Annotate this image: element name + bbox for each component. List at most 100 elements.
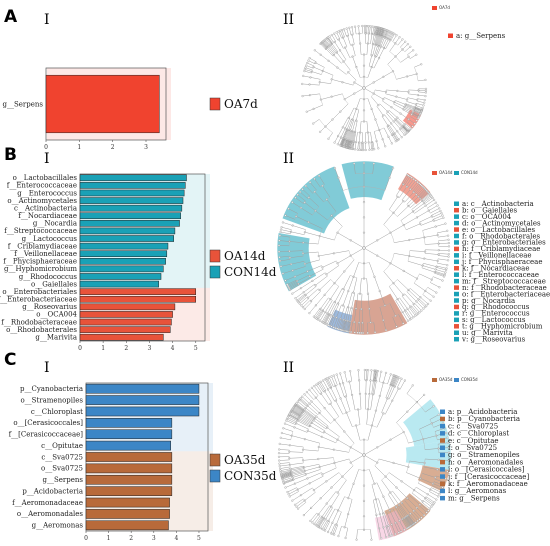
tree-branch	[297, 420, 310, 428]
tree-branch	[382, 100, 392, 108]
tree-branch	[406, 194, 417, 205]
tree-branch	[311, 71, 322, 75]
tree-arc	[424, 496, 427, 500]
tree-branch	[367, 293, 370, 309]
tree-branch	[307, 265, 322, 272]
tree-branch	[412, 113, 419, 118]
tree-node	[420, 516, 423, 519]
taxa-swatch	[454, 253, 459, 258]
tree-arc	[387, 64, 397, 80]
tree-branch	[289, 444, 304, 448]
tree-branch	[336, 374, 341, 385]
tree-arc	[329, 45, 330, 47]
tree-branch	[340, 103, 349, 112]
tree-branch	[397, 205, 409, 217]
tree-branch	[319, 462, 335, 468]
tree-branch	[355, 293, 359, 309]
taxa-swatch	[440, 467, 445, 472]
tree-arc	[407, 250, 411, 262]
tree-branch	[418, 190, 427, 198]
tree-branch	[351, 292, 355, 308]
tree-branch	[293, 407, 303, 414]
tree-branch	[327, 37, 333, 44]
tree-arc	[429, 487, 432, 492]
taxa-label: f: o__Rhodobacterales	[462, 232, 541, 240]
tree-branch	[344, 259, 355, 272]
tree-branch	[395, 300, 403, 313]
tree-node	[353, 331, 356, 334]
tree-branch	[370, 96, 379, 106]
tree-branch	[409, 250, 426, 252]
tree-branch	[387, 385, 393, 399]
tree-arc	[374, 458, 379, 466]
tree-arc	[337, 302, 340, 305]
tree-branch	[358, 26, 360, 34]
tree-branch	[309, 389, 317, 398]
tree-branch	[342, 37, 348, 47]
tree-branch	[376, 482, 384, 497]
tree-arc	[396, 387, 401, 390]
tree-arc	[394, 522, 397, 524]
tree-branch	[289, 457, 303, 459]
tree-arc	[432, 481, 435, 486]
tree-branch	[352, 56, 357, 68]
tree-branch	[319, 382, 325, 392]
tree-branch	[384, 400, 393, 415]
taxa-swatch	[454, 330, 459, 335]
tree-branch	[396, 506, 405, 519]
tree-node	[364, 148, 367, 152]
tree-branch	[421, 267, 435, 273]
tree-branch	[331, 317, 336, 327]
tree-branch	[336, 511, 342, 525]
taxa-swatch	[454, 220, 459, 226]
tree-branch	[374, 131, 377, 142]
tree-branch	[432, 212, 442, 218]
tree-branch	[409, 255, 425, 259]
tree-branch	[354, 141, 357, 150]
tree-branch	[392, 317, 397, 327]
tree-branch	[397, 279, 409, 291]
tree-node	[435, 498, 438, 501]
tree-node	[390, 534, 394, 537]
tree-branch	[417, 98, 425, 101]
category-label: g__Serpens	[43, 476, 84, 484]
tree-branch	[407, 260, 423, 266]
tree-branch	[289, 250, 303, 252]
tree-branch	[412, 111, 420, 116]
tree-arc	[350, 44, 355, 46]
tree-branch	[342, 291, 349, 306]
tree-branch	[309, 57, 317, 62]
tree-branch	[373, 45, 378, 57]
tree-branch	[318, 175, 325, 185]
tree-arc	[308, 274, 311, 278]
tree-node	[300, 304, 303, 307]
tree-branch	[289, 462, 304, 466]
tree-arc	[409, 305, 412, 308]
tree-node	[281, 221, 285, 224]
tree-branch	[356, 98, 361, 110]
taxa-swatch	[440, 423, 445, 429]
tree-node	[295, 299, 299, 302]
tree-node	[422, 307, 425, 310]
tree-branch	[334, 41, 341, 51]
tree-branch	[405, 105, 415, 110]
category-label: c__Chloroplast	[31, 408, 83, 416]
tree-arc	[342, 186, 386, 191]
tree-node	[314, 523, 317, 527]
tree-branch	[402, 125, 409, 132]
tree-node	[329, 532, 333, 535]
taxa-label: t: g__Hyphomicrobium	[462, 323, 543, 331]
tree-node	[361, 331, 365, 335]
tree-branch	[378, 47, 385, 59]
tree-branch	[371, 108, 376, 120]
tree-arc	[330, 279, 339, 287]
tree-node	[337, 534, 340, 538]
tree-branch	[363, 82, 374, 89]
tree-node	[284, 486, 287, 489]
tree-branch	[304, 464, 320, 468]
cladogram-header-swatch	[432, 6, 437, 10]
tree-branch	[421, 193, 430, 201]
tree-arc	[338, 472, 347, 481]
